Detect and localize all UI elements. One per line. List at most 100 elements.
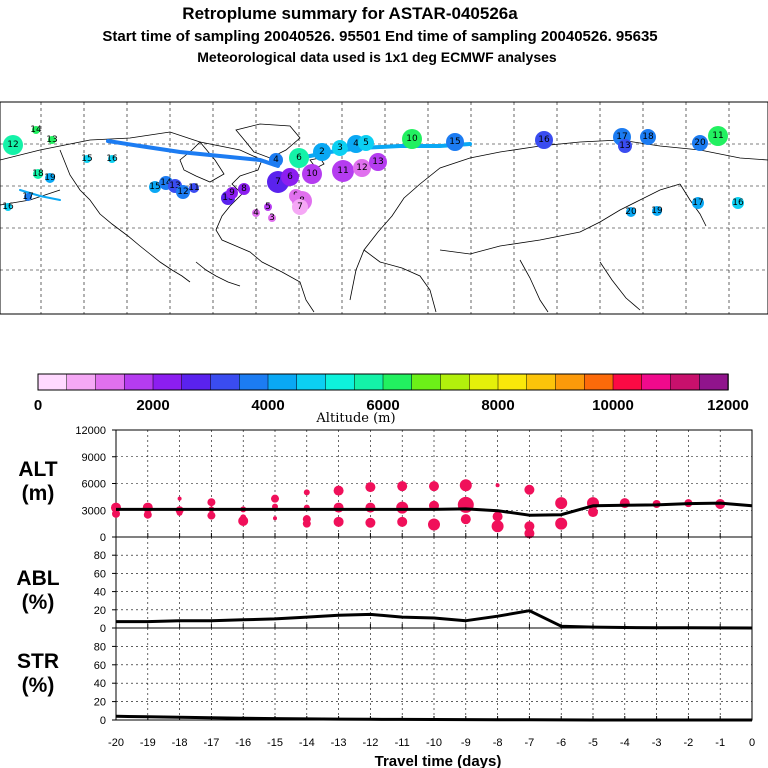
trajectory-marker-label: 7	[275, 177, 281, 187]
colorbar-swatch	[440, 373, 470, 391]
altitude-cluster-point	[273, 516, 277, 521]
trajectory-marker-label: 4	[253, 208, 259, 218]
trajectory-marker	[692, 197, 704, 209]
trajectory-marker	[708, 126, 728, 146]
colorbar-swatch	[584, 373, 614, 391]
altitude-cluster-point	[112, 509, 120, 518]
meteo-data-note: Meteorological data used is 1x1 deg ECMW…	[197, 49, 557, 65]
coast-africa	[363, 249, 437, 313]
x-tick-labels: -20 -19 -18 -17 -16 -15 -14 -13 -12 -11 -10 -9 -8 -7-…	[108, 737, 755, 749]
trajectory-marker	[292, 199, 308, 215]
altitude-cluster-point	[333, 516, 344, 527]
trajectory-marker	[189, 183, 199, 193]
trajectory-marker-label: 4	[273, 155, 279, 165]
colorbar-swatch	[181, 373, 212, 391]
sampling-times: Start time of sampling 20040526. 95501 E…	[102, 28, 657, 45]
trajectory-marker	[268, 214, 276, 222]
trajectory-marker-label: 14	[30, 125, 42, 135]
trajectory-marker-label: 5	[265, 202, 271, 212]
trajectory-marker-label: 16	[2, 202, 14, 212]
x-tick-label: -18	[172, 737, 188, 749]
trajectory-marker-label: 16	[538, 135, 550, 145]
x-tick-label: -5	[588, 737, 598, 749]
altitude-cluster-point	[428, 518, 440, 531]
trajectory-marker	[48, 136, 56, 144]
abl-ytick-label: 40	[94, 587, 106, 599]
trajectory-marker-label: 16	[106, 154, 118, 164]
str-ytick-label: 60	[94, 660, 106, 672]
trajectory-marker-label: 3	[337, 143, 343, 153]
trajectory-marker-label: 17	[22, 192, 33, 202]
altitude-cluster-point	[429, 481, 439, 492]
colorbar-title: Altitude (m)	[315, 411, 395, 426]
colorbar-swatch	[497, 373, 528, 391]
altitude-cluster-point	[177, 496, 182, 501]
trajectory-marker-label: 20	[694, 138, 706, 148]
x-tick-label: -10	[426, 737, 442, 749]
trajectory-marker-label: 15	[449, 137, 460, 147]
trajectory-path-a	[106, 139, 280, 168]
x-tick-label: -3	[652, 737, 662, 749]
trajectory-marker-label: 4	[353, 139, 359, 149]
coast-india	[519, 259, 549, 313]
colorbar-swatch	[37, 373, 68, 391]
trajectory-marker	[83, 155, 91, 163]
coast-eurasia-north	[349, 139, 768, 301]
trajectory-marker	[369, 153, 387, 171]
trajectory-marker	[332, 140, 348, 156]
trajectory-marker	[446, 133, 464, 151]
x-tick-label: -14	[299, 737, 315, 749]
trajectory-marker	[176, 185, 190, 199]
altitude-cluster-point	[143, 510, 152, 519]
trajectory-marker-label: 11	[337, 166, 348, 176]
trajectory-marker	[692, 135, 708, 151]
trajectory-marker	[264, 203, 272, 211]
alt-ytick-label: 9000	[82, 452, 106, 464]
trajectory-marker	[652, 206, 662, 216]
trajectory-marker-label: 20	[625, 207, 637, 217]
trajectory-marker-label: 10	[306, 169, 318, 179]
colorbar-ticks: 0 2000 4000 6000 8000 10000 12000	[34, 397, 749, 414]
map-graticule	[0, 102, 768, 314]
trajectory-marker-label: 6	[287, 172, 293, 182]
trajectory-marker-label: 6	[296, 153, 302, 163]
colorbar-swatch	[354, 373, 384, 391]
colorbar-swatch	[612, 373, 643, 391]
x-tick-label: -15	[267, 737, 283, 749]
altitude-cluster-point	[333, 485, 344, 496]
trajectory-marker-label: 19	[651, 206, 663, 216]
altitude-cluster-point	[333, 502, 344, 513]
trajectory-marker-label: 5	[363, 138, 369, 148]
altitude-cluster-point	[303, 489, 310, 496]
trajectory-marker	[281, 168, 299, 186]
x-tick-label: -12	[362, 737, 378, 749]
trajectory-marker-label: 15	[81, 154, 92, 164]
altitude-cluster-point	[524, 484, 535, 495]
abl-ytick-label: 0	[100, 623, 106, 635]
trajectory-marker-label: 13	[169, 181, 180, 191]
trajectory-marker-label: 8	[241, 184, 247, 194]
colorbar-tick-label: 4000	[251, 397, 284, 414]
abl-panel: 0 20 40 60 80	[94, 536, 753, 635]
trajectory-path-c	[19, 189, 61, 201]
alt-ytick-label: 12000	[75, 425, 106, 437]
altitude-cluster-point	[207, 498, 216, 507]
altitude-cluster-point	[207, 511, 216, 520]
str-ytick-label: 80	[94, 641, 106, 653]
alt-unit: (m)	[22, 482, 55, 505]
colorbar-tick-label: 12000	[707, 397, 749, 414]
trajectory-marker-label: 11	[188, 183, 199, 193]
trajectory-marker	[149, 181, 161, 193]
altitude-cluster-point	[302, 519, 311, 528]
trajectory-marker	[302, 164, 322, 184]
abl-ytick-label: 20	[94, 605, 106, 617]
x-tick-label: -11	[395, 737, 410, 749]
x-tick-label: -13	[331, 737, 347, 749]
colorbar-tick-label: 6000	[366, 397, 399, 414]
x-tick-label: -8	[493, 737, 503, 749]
trajectory-marker	[32, 126, 40, 134]
colorbar-swatch	[555, 373, 585, 391]
